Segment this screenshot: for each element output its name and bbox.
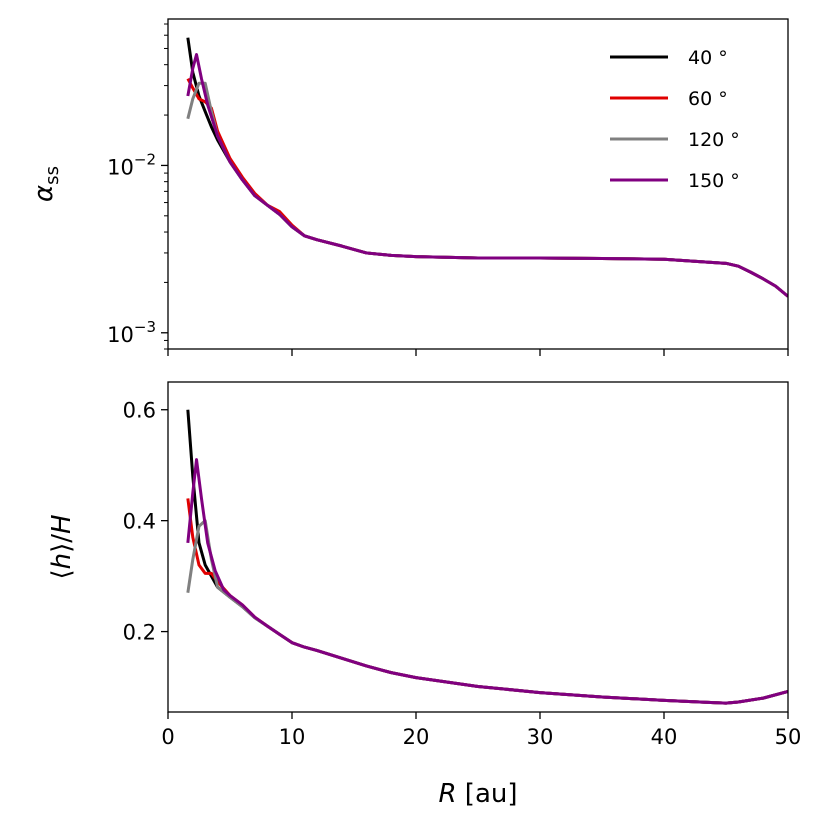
legend: 40 ° 60 ° 120 ° 150 °	[610, 47, 740, 192]
bottom-y-tick-label: 0.6	[123, 399, 156, 423]
bottom-y-label-open: ⟨	[47, 569, 77, 579]
bottom-y-label-h: h	[47, 553, 77, 569]
x-axis-label: R [au]	[438, 779, 517, 809]
panel-alpha-ss: 10−3 10−2 αss 40 ° 60 ° 120 ° 150 °	[29, 18, 789, 356]
top-y-axis-label: αss	[29, 166, 63, 202]
bottom-y-tick-label: 0.2	[123, 621, 156, 645]
x-label-unit: [au]	[457, 779, 518, 809]
top-ticks-group: 10−3 10−2	[107, 23, 789, 356]
bottom-series-120	[186, 519, 788, 705]
top-series-group	[186, 37, 788, 298]
bottom-y-tick-label: 0.4	[123, 510, 156, 534]
top-y-tick-label: 10−3	[107, 318, 156, 347]
panel-h-over-H: 0 10 20 30 40 50 0.2 0.4 0.6 ⟨h⟩/H R [au]	[47, 381, 802, 809]
top-series-150	[186, 53, 788, 298]
x-label-symbol: R	[438, 779, 456, 809]
bottom-x-tick-label: 30	[527, 725, 554, 749]
top-axes-frame	[167, 18, 789, 350]
bottom-x-tick-label: 0	[161, 725, 174, 749]
top-y-tick-label: 10−2	[107, 150, 156, 179]
legend-label-40: 40 °	[688, 47, 728, 69]
bottom-axes-frame	[167, 381, 789, 713]
bottom-y-label-H: H	[47, 514, 77, 534]
legend-label-120: 120 °	[688, 129, 740, 151]
top-y-label-symbol: α	[29, 185, 59, 202]
legend-label-60: 60 °	[688, 88, 728, 110]
bottom-y-label-close: ⟩/	[47, 534, 77, 553]
bottom-x-tick-label: 10	[279, 725, 306, 749]
bottom-y-axis-label: ⟨h⟩/H	[47, 514, 77, 579]
legend-label-150: 150 °	[688, 170, 740, 192]
bottom-x-tick-label: 50	[775, 725, 802, 749]
bottom-x-tick-label: 40	[651, 725, 678, 749]
bottom-series-150	[186, 458, 788, 705]
top-y-label-subscript: ss	[42, 166, 63, 185]
bottom-series-40	[186, 409, 788, 705]
bottom-series-60	[186, 498, 788, 705]
bottom-ticks-group: 0 10 20 30 40 50 0.2 0.4 0.6	[123, 399, 802, 749]
bottom-series-group	[186, 409, 788, 705]
bottom-x-tick-label: 20	[403, 725, 430, 749]
